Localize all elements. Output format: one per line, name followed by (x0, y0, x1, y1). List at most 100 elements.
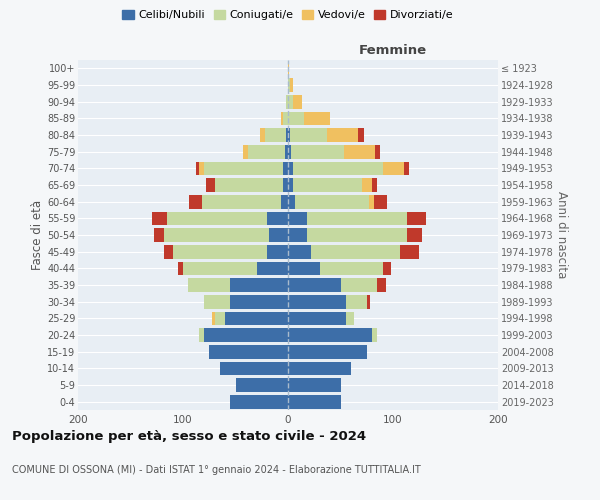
Bar (215, 312, 225, 325)
Bar (374, 195, 387, 208)
Bar (164, 228, 269, 242)
Bar (320, 262, 383, 275)
Bar (288, 345, 367, 358)
Bar (288, 145, 291, 158)
Bar (283, 112, 288, 125)
Bar (288, 278, 341, 292)
Bar (248, 145, 285, 158)
Bar (225, 312, 288, 325)
Bar (307, 212, 407, 225)
Bar (230, 295, 288, 308)
Bar (375, 145, 380, 158)
Bar (286, 128, 288, 142)
Bar (288, 162, 293, 175)
Bar (407, 212, 425, 225)
Bar (230, 395, 288, 408)
Bar (407, 228, 422, 242)
Bar (206, 178, 215, 192)
Bar (290, 128, 327, 142)
Bar (369, 195, 374, 208)
Bar (288, 62, 289, 75)
Bar (260, 128, 265, 142)
Bar (230, 278, 288, 292)
Bar (304, 112, 330, 125)
Bar (293, 95, 302, 108)
Bar (346, 312, 354, 325)
Bar (288, 295, 346, 308)
Bar (288, 362, 351, 375)
Bar (383, 262, 391, 275)
Bar (288, 328, 372, 342)
Bar (269, 228, 288, 242)
Bar (293, 178, 361, 192)
Bar (307, 228, 407, 242)
Bar (178, 262, 183, 275)
Bar (288, 228, 307, 242)
Bar (283, 178, 288, 192)
Bar (288, 312, 346, 325)
Bar (267, 212, 288, 225)
Bar (199, 328, 204, 342)
Bar (290, 78, 293, 92)
Bar (288, 112, 304, 125)
Bar (281, 195, 288, 208)
Bar (215, 178, 283, 192)
Bar (288, 262, 320, 275)
Y-axis label: Fasce di età: Fasce di età (31, 200, 44, 270)
Bar (202, 195, 281, 208)
Bar (288, 395, 341, 408)
Bar (204, 162, 283, 175)
Bar (288, 378, 341, 392)
Bar (283, 162, 288, 175)
Bar (383, 162, 404, 175)
Bar (204, 328, 288, 342)
Text: Popolazione per età, sesso e stato civile - 2024: Popolazione per età, sesso e stato civil… (12, 430, 366, 443)
Bar (265, 128, 286, 142)
Bar (220, 362, 288, 375)
Bar (164, 245, 173, 258)
Bar (288, 95, 293, 108)
Bar (404, 162, 409, 175)
Bar (183, 262, 257, 275)
Text: COMUNE DI OSSONA (MI) - Dati ISTAT 1° gennaio 2024 - Elaborazione TUTTITALIA.IT: COMUNE DI OSSONA (MI) - Dati ISTAT 1° ge… (12, 465, 421, 475)
Bar (196, 162, 199, 175)
Y-axis label: Anni di nascita: Anni di nascita (554, 192, 568, 278)
Bar (288, 178, 293, 192)
Bar (372, 178, 377, 192)
Bar (358, 128, 364, 142)
Bar (235, 378, 288, 392)
Bar (188, 278, 230, 292)
Bar (311, 245, 400, 258)
Bar (295, 195, 369, 208)
Bar (288, 212, 307, 225)
Bar (151, 212, 167, 225)
Bar (377, 278, 386, 292)
Bar (367, 295, 370, 308)
Bar (212, 312, 215, 325)
Bar (291, 145, 344, 158)
Bar (288, 245, 311, 258)
Bar (346, 295, 367, 308)
Bar (267, 245, 288, 258)
Bar (327, 128, 358, 142)
Bar (288, 128, 290, 142)
Bar (281, 112, 283, 125)
Bar (257, 262, 288, 275)
Bar (288, 195, 295, 208)
Legend: Celibi/Nubili, Coniugati/e, Vedovi/e, Divorziati/e: Celibi/Nubili, Coniugati/e, Vedovi/e, Di… (118, 6, 458, 25)
Bar (199, 162, 204, 175)
Bar (204, 295, 230, 308)
Bar (361, 178, 372, 192)
Bar (243, 145, 248, 158)
Bar (293, 162, 383, 175)
Bar (344, 145, 375, 158)
Bar (372, 328, 377, 342)
Text: Femmine: Femmine (359, 44, 427, 57)
Bar (285, 145, 288, 158)
Bar (400, 245, 419, 258)
Bar (341, 278, 377, 292)
Bar (190, 195, 202, 208)
Bar (209, 345, 288, 358)
Bar (288, 78, 290, 92)
Bar (286, 95, 288, 108)
